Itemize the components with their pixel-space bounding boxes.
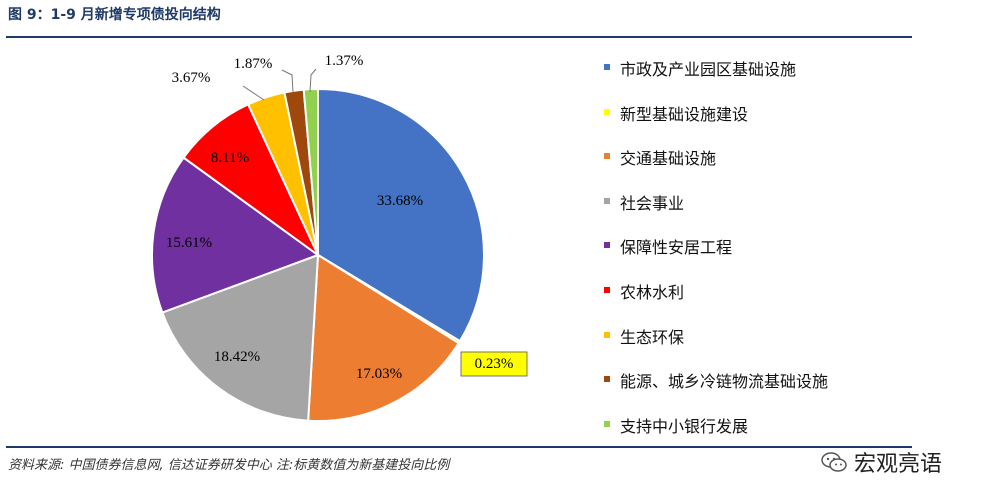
legend-item: 农林水利 <box>604 279 828 324</box>
legend-swatch <box>604 376 610 383</box>
bottom-divider <box>6 446 912 448</box>
legend-swatch <box>604 331 610 338</box>
legend-swatch <box>604 153 610 160</box>
legend-label: 社会事业 <box>620 193 685 213</box>
legend-label: 支持中小银行发展 <box>620 416 749 436</box>
data-label-8: 1.37% <box>325 53 364 69</box>
top-divider <box>6 36 912 38</box>
data-label-0: 33.68% <box>377 193 423 209</box>
legend-item: 交通基础设施 <box>604 145 828 190</box>
leader-line-8 <box>309 68 317 93</box>
legend-swatch <box>604 420 610 427</box>
legend-item: 新型基础设施建设 <box>604 101 828 146</box>
source-note: 资料来源: 中国债券信息网, 信达证券研发中心 注:标黄数值为新基建投向比例 <box>8 458 450 473</box>
legend-item: 社会事业 <box>604 190 828 235</box>
data-label-3: 18.42% <box>214 349 260 365</box>
legend-swatch <box>604 108 610 115</box>
wechat-icon <box>821 452 847 472</box>
legend-swatch <box>604 197 610 204</box>
legend-label: 市政及产业园区基础设施 <box>620 60 797 79</box>
pie-slice-3 <box>161 253 320 422</box>
legend-item: 能源、城乡冷链物流基础设施 <box>604 368 828 413</box>
legend-label: 交通基础设施 <box>620 149 717 169</box>
data-label-4: 15.61% <box>166 235 212 251</box>
legend-label: 能源、城乡冷链物流基础设施 <box>620 372 829 392</box>
leader-line-7 <box>281 69 294 93</box>
data-label-7: 1.87% <box>234 56 273 72</box>
legend-item: 支持中小银行发展 <box>604 413 828 458</box>
legend-label: 农林水利 <box>620 282 685 302</box>
pie-slice-0 <box>317 87 485 343</box>
legend-label: 新型基础设施建设 <box>620 104 749 124</box>
highlight-box <box>460 351 528 377</box>
leader-line-6 <box>242 85 265 101</box>
chart-title: 图 9：1-9 月新增专项债投向结构 <box>8 7 221 23</box>
legend-item: 保障性安居工程 <box>604 234 828 279</box>
legend-item: 生态环保 <box>604 324 828 369</box>
data-label-6: 3.67% <box>172 70 211 86</box>
data-label-2: 17.03% <box>356 366 402 382</box>
legend-swatch <box>604 286 610 293</box>
pie-slice-4 <box>151 156 321 314</box>
legend-label: 生态环保 <box>620 327 685 347</box>
legend-swatch <box>604 242 610 249</box>
legend-item: 市政及产业园区基础设施 <box>604 56 828 101</box>
pie-slice-8 <box>302 87 319 256</box>
data-label-1: 0.23% <box>475 356 514 372</box>
pie-slice-2 <box>307 253 461 423</box>
watermark-text: 宏观亮语 <box>854 452 943 477</box>
watermark: 宏观亮语 <box>820 446 942 478</box>
data-label-5: 8.11% <box>211 150 249 166</box>
legend-swatch <box>604 64 610 70</box>
pie-chart: 33.68% 0.23% 17.03% 18.42% 15.61% 8.11% 3.67% 1… <box>151 53 528 423</box>
chart-legend: 市政及产业园区基础设施 新型基础设施建设 交通基础设施 社会事业保障性安居工程 农林水利… <box>604 56 828 457</box>
legend-label: 保障性安居工程 <box>620 238 733 258</box>
